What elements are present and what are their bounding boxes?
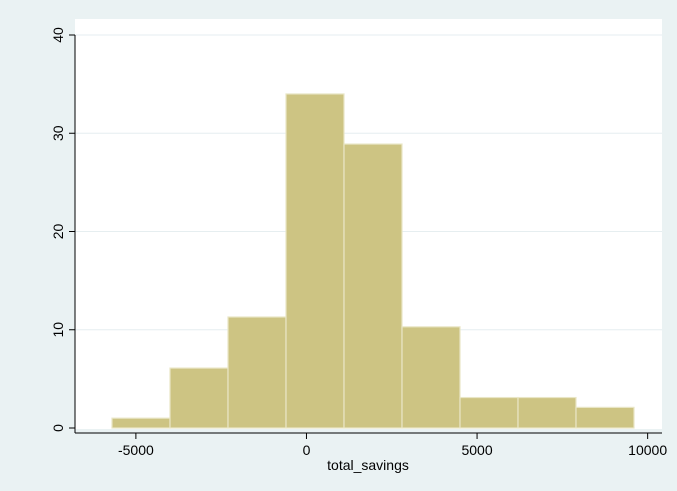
y-tick-label-20: 20 [50,224,66,240]
axes [69,34,662,439]
x-tick-label--5000: -5000 [118,442,154,458]
histogram-bar-4 [285,93,345,429]
histogram-bar-8 [517,396,577,429]
histogram-bar-5 [343,143,403,429]
histogram-bar-2 [169,367,229,429]
histogram-bar-3 [227,316,287,429]
y-tick-label-40: 40 [50,27,66,43]
x-tick-label-10000: 10000 [628,442,667,458]
x-tick-label-5000: 5000 [461,442,492,458]
x-tick-label-0: 0 [303,442,311,458]
y-tick-label-10: 10 [50,322,66,338]
histogram-bar-9 [575,406,635,429]
histogram-bars [111,93,635,429]
histogram-bar-1 [111,417,171,429]
x-axis-title: total_savings [327,457,409,473]
histogram-bar-7 [459,396,519,429]
y-tick-label-30: 30 [50,125,66,141]
y-tick-label-0: 0 [50,424,66,432]
tick-labels: 0 10 20 30 40 -5000 0 5000 10000 [50,27,667,458]
histogram-bar-6 [401,326,461,429]
